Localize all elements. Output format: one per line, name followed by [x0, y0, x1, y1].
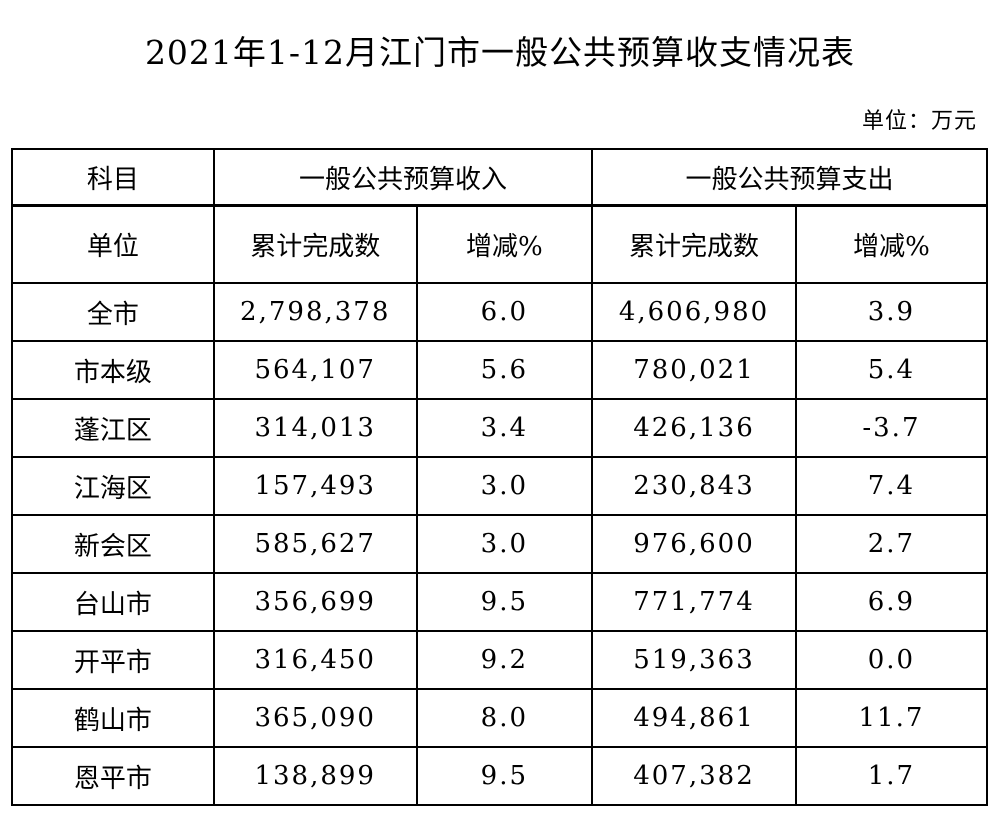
table-row: 新会区 585,627 3.0 976,600 2.7: [11, 514, 989, 575]
header-row-groups: 科目 一般公共预算收入 一般公共预算支出: [11, 148, 988, 208]
expenditure-cumulative-value: 519,363: [591, 630, 797, 691]
revenue-change-value: 9.5: [415, 746, 594, 807]
table-row: 蓬江区 314,013 3.4 426,136 -3.7: [11, 398, 989, 459]
header-expenditure-cumulative: 累计完成数: [591, 204, 797, 285]
table-row: 鹤山市 365,090 8.0 494,861 11.7: [11, 688, 989, 749]
expenditure-change-value: 6.9: [794, 572, 989, 633]
table-row: 市本级 564,107 5.6 780,021 5.4: [11, 340, 989, 401]
region-name: 全市: [11, 282, 215, 343]
revenue-cumulative-value: 356,699: [212, 572, 418, 633]
expenditure-cumulative-value: 426,136: [591, 398, 797, 459]
region-name: 江海区: [11, 456, 215, 517]
expenditure-change-value: 1.7: [794, 746, 989, 807]
expenditure-cumulative-value: 4,606,980: [591, 282, 797, 343]
region-name: 台山市: [11, 572, 215, 633]
page-title: 2021年1-12月江门市一般公共预算收支情况表: [144, 33, 856, 72]
revenue-change-value: 6.0: [415, 282, 594, 343]
table-row: 全市 2,798,378 6.0 4,606,980 3.9: [11, 282, 989, 343]
table-row: 恩平市 138,899 9.5 407,382 1.7: [11, 746, 989, 807]
revenue-cumulative-value: 157,493: [212, 456, 418, 517]
expenditure-cumulative-value: 771,774: [591, 572, 797, 633]
expenditure-cumulative-value: 407,382: [591, 746, 797, 807]
revenue-change-value: 3.0: [415, 456, 594, 517]
revenue-cumulative-value: 314,013: [212, 398, 418, 459]
expenditure-change-value: 3.9: [794, 282, 989, 343]
expenditure-cumulative-value: 780,021: [591, 340, 797, 401]
revenue-change-value: 5.6: [415, 340, 594, 401]
region-name: 市本级: [11, 340, 215, 401]
header-revenue-change: 增减%: [415, 204, 594, 285]
region-name: 鹤山市: [11, 688, 215, 749]
expenditure-change-value: 2.7: [794, 514, 989, 575]
header-expenditure-change: 增减%: [794, 204, 989, 285]
unit-note: 单位：万元: [861, 109, 977, 135]
region-name: 开平市: [11, 630, 215, 691]
table-row: 台山市 356,699 9.5 771,774 6.9: [11, 572, 989, 633]
expenditure-change-value: 5.4: [794, 340, 989, 401]
revenue-change-value: 3.4: [415, 398, 594, 459]
expenditure-cumulative-value: 494,861: [591, 688, 797, 749]
expenditure-cumulative-value: 976,600: [591, 514, 797, 575]
header-subject-label: 科目: [11, 148, 215, 208]
revenue-cumulative-value: 316,450: [212, 630, 418, 691]
expenditure-change-value: 11.7: [794, 688, 989, 749]
expenditure-change-value: -3.7: [794, 398, 989, 459]
revenue-cumulative-value: 138,899: [212, 746, 418, 807]
expenditure-change-value: 7.4: [794, 456, 989, 517]
expenditure-cumulative-value: 230,843: [591, 456, 797, 517]
table-body: 全市 2,798,378 6.0 4,606,980 3.9 市本级 564,1…: [11, 282, 989, 807]
revenue-cumulative-value: 585,627: [212, 514, 418, 575]
revenue-cumulative-value: 365,090: [212, 688, 418, 749]
header-expenditure-group: 一般公共预算支出: [591, 148, 988, 208]
header-unit-label: 单位: [11, 204, 215, 285]
revenue-change-value: 9.2: [415, 630, 594, 691]
region-name: 蓬江区: [11, 398, 215, 459]
revenue-cumulative-value: 564,107: [212, 340, 418, 401]
table-row: 江海区 157,493 3.0 230,843 7.4: [11, 456, 989, 517]
revenue-cumulative-value: 2,798,378: [212, 282, 418, 343]
expenditure-change-value: 0.0: [794, 630, 989, 691]
revenue-change-value: 3.0: [415, 514, 594, 575]
revenue-change-value: 8.0: [415, 688, 594, 749]
table-row: 开平市 316,450 9.2 519,363 0.0: [11, 630, 989, 691]
header-revenue-group: 一般公共预算收入: [212, 148, 594, 208]
region-name: 恩平市: [11, 746, 215, 807]
region-name: 新会区: [11, 514, 215, 575]
budget-table: 科目 一般公共预算收入 一般公共预算支出 单位 累计完成数 增减% 累计完成数 …: [11, 148, 989, 807]
header-row-columns: 单位 累计完成数 增减% 累计完成数 增减%: [11, 204, 989, 285]
header-revenue-cumulative: 累计完成数: [212, 204, 418, 285]
revenue-change-value: 9.5: [415, 572, 594, 633]
